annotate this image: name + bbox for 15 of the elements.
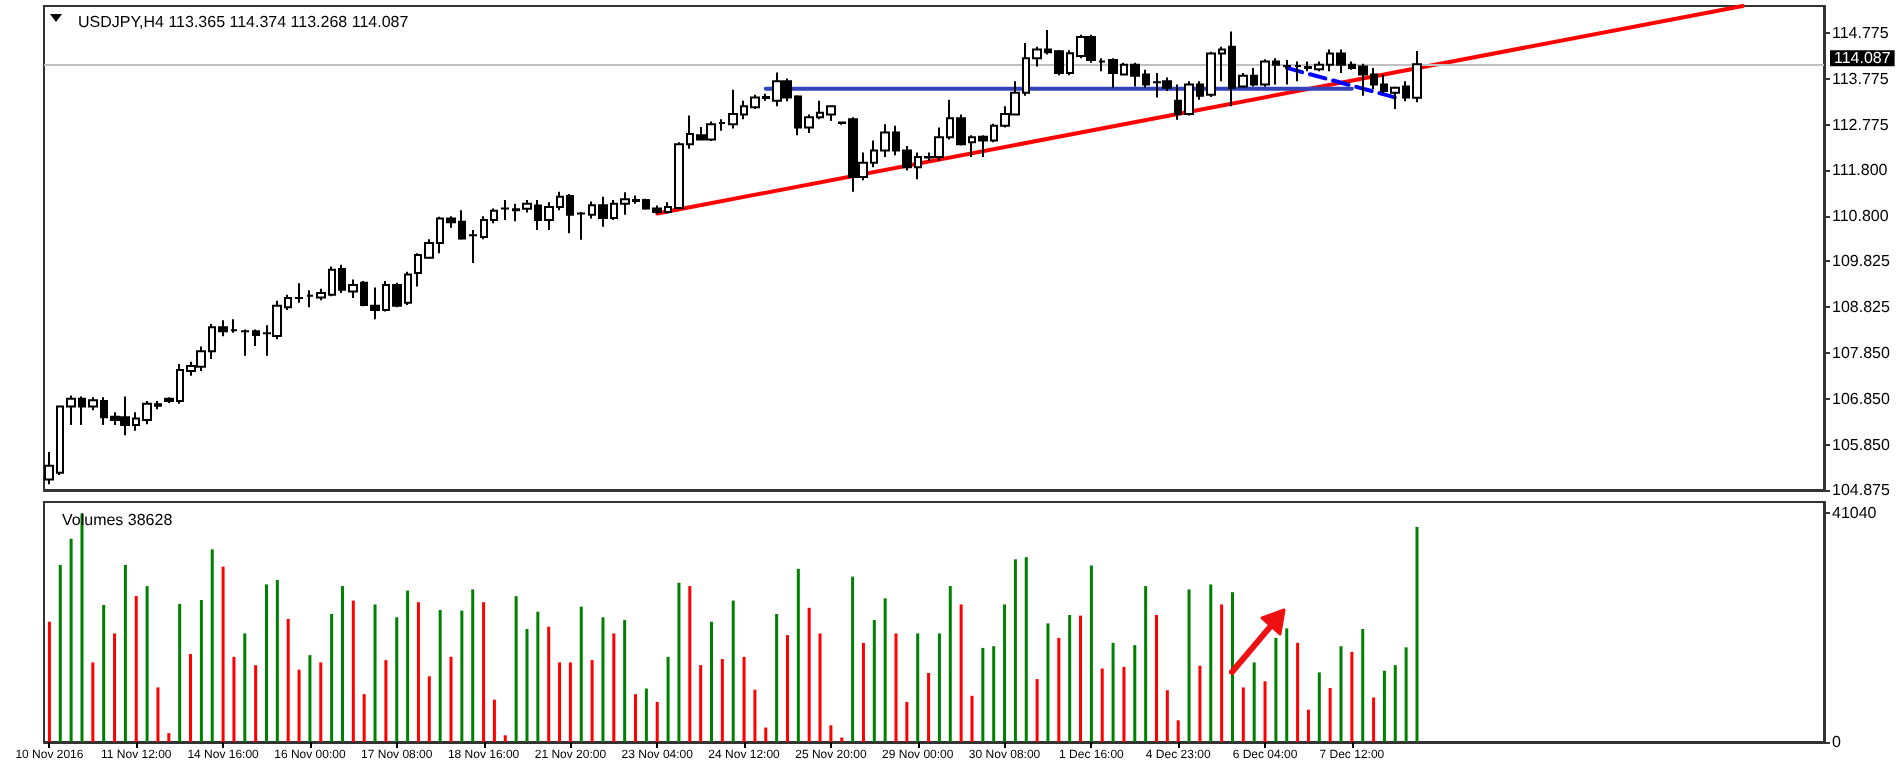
chart-title: USDJPY,H4 113.365 114.374 113.268 114.087 bbox=[78, 13, 410, 31]
ref-line-label: 114.087 bbox=[1834, 49, 1892, 68]
y-tick-label: 111.800 bbox=[1832, 161, 1889, 180]
y-tick-label: 108.825 bbox=[1832, 298, 1891, 317]
y-tick-label: 114.775 bbox=[1832, 23, 1890, 42]
y-tick-label: 109.825 bbox=[1832, 252, 1891, 271]
y-tick-label: 0 bbox=[1832, 733, 1842, 751]
y-tick-label: 107.850 bbox=[1832, 343, 1891, 362]
y-tick-label: 113.775 bbox=[1832, 69, 1890, 88]
y-tick-label: 112.775 bbox=[1832, 115, 1890, 134]
y-tick-label: 105.850 bbox=[1832, 435, 1891, 454]
y-tick-label: 104.875 bbox=[1832, 481, 1891, 499]
y-tick-label: 106.850 bbox=[1832, 389, 1891, 408]
y-tick-label: 41040 bbox=[1832, 504, 1878, 523]
y-tick-label: 110.800 bbox=[1832, 207, 1890, 226]
